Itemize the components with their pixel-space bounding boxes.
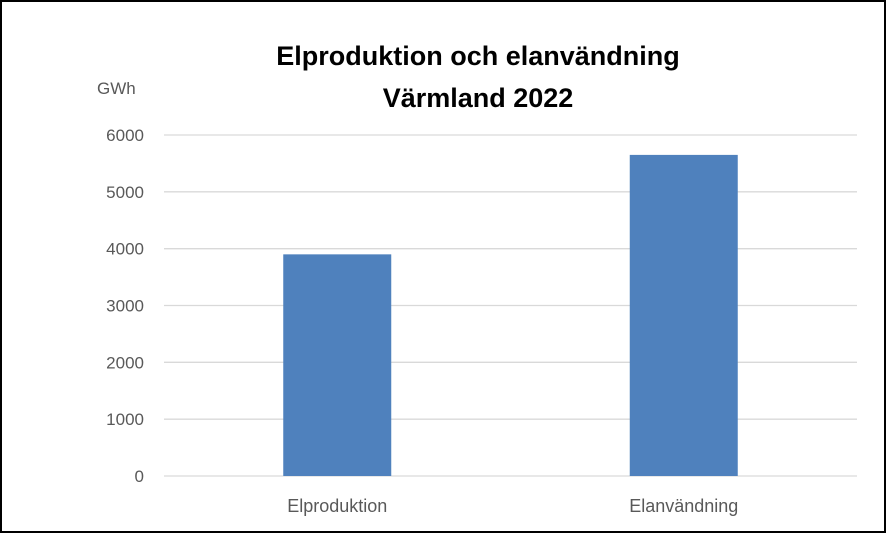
y-tick-label: 5000	[106, 183, 144, 202]
chart-title-line-2: Värmland 2022	[383, 83, 574, 113]
y-axis-ticks: 0 1000 2000 3000 4000 5000 6000	[106, 126, 144, 486]
bar-elproduktion	[283, 254, 392, 476]
gridlines	[164, 134, 857, 477]
bars	[283, 154, 738, 476]
chart-title-line-1: Elproduktion och elanvändning	[276, 41, 680, 71]
y-tick-label: 2000	[106, 353, 144, 372]
bar-elanvändning	[629, 154, 738, 476]
y-tick-label: 0	[135, 467, 144, 486]
x-category-label: Elproduktion	[287, 496, 387, 516]
y-axis-unit-label: GWh	[97, 79, 136, 98]
y-tick-label: 3000	[106, 297, 144, 316]
y-tick-label: 4000	[106, 240, 144, 259]
x-axis-categories: Elproduktion Elanvändning	[287, 496, 738, 516]
y-tick-label: 6000	[106, 126, 144, 145]
y-tick-label: 1000	[106, 410, 144, 429]
x-category-label: Elanvändning	[629, 496, 738, 516]
